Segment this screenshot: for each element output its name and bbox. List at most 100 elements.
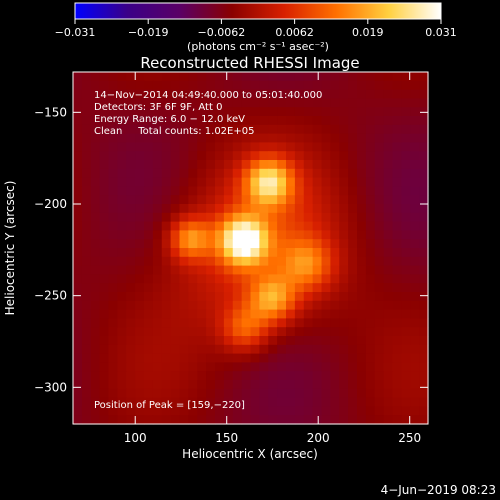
heatmap-cell bbox=[144, 336, 154, 346]
heatmap-cell bbox=[206, 318, 216, 328]
heatmap-cell bbox=[321, 274, 331, 284]
heatmap-cell bbox=[286, 98, 296, 108]
heatmap-cell bbox=[197, 300, 207, 311]
heatmap-cell bbox=[117, 327, 127, 337]
heatmap-cell bbox=[108, 98, 118, 108]
heatmap-cell bbox=[135, 309, 145, 319]
heatmap-cell bbox=[348, 353, 358, 363]
heatmap-cell bbox=[197, 98, 207, 108]
heatmap-cell bbox=[215, 221, 225, 231]
heatmap-cell bbox=[330, 168, 340, 179]
heatmap-cell bbox=[312, 292, 323, 302]
heatmap-cell bbox=[161, 230, 172, 240]
heatmap-cell bbox=[206, 283, 216, 293]
heatmap-cell bbox=[401, 300, 411, 311]
heatmap-cell bbox=[303, 415, 314, 425]
heatmap-cell bbox=[108, 265, 118, 275]
heatmap-cell bbox=[294, 300, 305, 311]
heatmap-cell bbox=[188, 212, 198, 223]
heatmap-cell bbox=[410, 168, 420, 179]
heatmap-cell bbox=[206, 344, 216, 355]
heatmap-cell bbox=[206, 327, 216, 337]
heatmap-cell bbox=[73, 239, 83, 249]
heatmap-cell bbox=[348, 283, 358, 293]
heatmap-cell bbox=[99, 72, 110, 82]
heatmap-cell bbox=[312, 195, 323, 205]
heatmap-cell bbox=[259, 98, 269, 108]
heatmap-cell bbox=[330, 380, 340, 390]
heatmap-cell bbox=[286, 186, 296, 196]
heatmap-cell bbox=[152, 388, 163, 399]
heatmap-cell bbox=[81, 265, 92, 275]
heatmap-cell bbox=[348, 388, 358, 399]
heatmap-cell bbox=[117, 151, 127, 161]
heatmap-cell bbox=[232, 160, 243, 170]
heatmap-cell bbox=[90, 336, 101, 346]
heatmap-cell bbox=[268, 344, 278, 355]
heatmap-cell bbox=[197, 107, 207, 117]
heatmap-cell bbox=[277, 72, 287, 82]
heatmap-cell bbox=[410, 353, 420, 363]
heatmap-cell bbox=[312, 72, 323, 82]
heatmap-cell bbox=[232, 72, 243, 82]
heatmap-cell bbox=[330, 309, 340, 319]
heatmap-cell bbox=[383, 124, 394, 135]
footer-date: 4−Jun−2019 08:23 bbox=[381, 483, 496, 497]
heatmap-cell bbox=[312, 248, 323, 258]
heatmap-cell bbox=[215, 168, 225, 179]
heatmap-cell bbox=[197, 415, 207, 425]
heatmap-cell bbox=[374, 212, 385, 223]
heatmap-cell bbox=[250, 388, 260, 399]
heatmap-cell bbox=[321, 353, 331, 363]
heatmap-cell bbox=[117, 239, 127, 249]
heatmap-cell bbox=[170, 380, 181, 390]
heatmap-cell bbox=[419, 406, 429, 416]
heatmap-cell bbox=[365, 186, 376, 196]
heatmap-cell bbox=[90, 212, 101, 223]
heatmap-cell bbox=[161, 168, 172, 179]
heatmap-cell bbox=[312, 168, 323, 179]
heatmap-cell bbox=[419, 274, 429, 284]
heatmap-cell bbox=[410, 89, 420, 99]
heatmap-cell bbox=[223, 151, 234, 161]
heatmap-cell bbox=[188, 133, 198, 143]
heatmap-cell bbox=[81, 142, 92, 152]
heatmap-cell bbox=[277, 256, 287, 267]
heatmap-cell bbox=[268, 195, 278, 205]
heatmap-cell bbox=[303, 168, 314, 179]
heatmap-cell bbox=[259, 195, 269, 205]
heatmap-cell bbox=[135, 204, 145, 214]
heatmap-cell bbox=[419, 380, 429, 390]
heatmap-cell bbox=[392, 397, 402, 407]
heatmap-cell bbox=[383, 327, 394, 337]
heatmap-cell bbox=[330, 300, 340, 311]
heatmap-cell bbox=[410, 204, 420, 214]
heatmap-cell bbox=[108, 160, 118, 170]
heatmap-cell bbox=[348, 177, 358, 187]
heatmap-cell bbox=[383, 72, 394, 82]
heatmap-cell bbox=[73, 371, 83, 381]
heatmap-cell bbox=[401, 151, 411, 161]
heatmap-cell bbox=[277, 89, 287, 99]
heatmap-cell bbox=[268, 124, 278, 135]
heatmap-cell bbox=[286, 142, 296, 152]
heatmap-cell bbox=[232, 221, 243, 231]
heatmap-cell bbox=[357, 124, 367, 135]
heatmap-cell bbox=[223, 124, 234, 135]
heatmap-cell bbox=[99, 80, 110, 91]
heatmap-cell bbox=[392, 133, 402, 143]
heatmap-cell bbox=[374, 300, 385, 311]
heatmap-cell bbox=[410, 230, 420, 240]
heatmap-cell bbox=[73, 300, 83, 311]
heatmap-cell bbox=[330, 124, 340, 135]
heatmap-cell bbox=[401, 72, 411, 82]
heatmap-cell bbox=[161, 107, 172, 117]
heatmap-cell bbox=[294, 256, 305, 267]
heatmap-cell bbox=[197, 239, 207, 249]
heatmap-cell bbox=[259, 168, 269, 179]
heatmap-cell bbox=[188, 72, 198, 82]
heatmap-cell bbox=[268, 353, 278, 363]
heatmap-cell bbox=[348, 371, 358, 381]
heatmap-cell bbox=[268, 89, 278, 99]
heatmap-cell bbox=[135, 142, 145, 152]
